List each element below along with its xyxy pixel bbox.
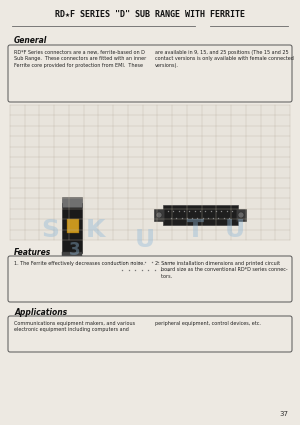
- Text: Features: Features: [14, 248, 51, 257]
- Text: U: U: [135, 228, 155, 252]
- Text: T: T: [187, 218, 203, 242]
- Bar: [106, 262, 115, 272]
- Text: K: K: [85, 218, 105, 242]
- Bar: [62, 252, 82, 257]
- Circle shape: [238, 212, 244, 218]
- Bar: [67, 219, 79, 233]
- Circle shape: [156, 212, 162, 218]
- Bar: [62, 203, 82, 253]
- Text: 1. The Ferrite effectively decreases conduction noise.: 1. The Ferrite effectively decreases con…: [14, 261, 145, 266]
- Text: U: U: [225, 218, 245, 242]
- Bar: [10, 105, 290, 240]
- FancyBboxPatch shape: [8, 256, 292, 302]
- Text: S: S: [41, 218, 59, 242]
- Bar: [114, 256, 176, 278]
- Text: RD*F Series connectors are a new, ferrite-based on D
Sub Range.  These connector: RD*F Series connectors are a new, ferrit…: [14, 50, 146, 68]
- Text: General: General: [14, 36, 47, 45]
- FancyBboxPatch shape: [8, 45, 292, 102]
- FancyBboxPatch shape: [8, 316, 292, 352]
- Circle shape: [109, 264, 113, 269]
- Bar: [62, 197, 82, 207]
- Circle shape: [178, 264, 182, 269]
- Text: 2. Same installation dimensions and printed circuit
    board size as the conven: 2. Same installation dimensions and prin…: [155, 261, 288, 279]
- Bar: [175, 262, 184, 272]
- Bar: [154, 209, 164, 221]
- Bar: [163, 205, 238, 225]
- Text: Communications equipment makers, and various
electronic equipment including comp: Communications equipment makers, and var…: [14, 321, 135, 332]
- Bar: [236, 209, 246, 221]
- Text: RD★F SERIES "D" SUB RANGE WITH FERRITE: RD★F SERIES "D" SUB RANGE WITH FERRITE: [55, 10, 245, 19]
- Text: are available in 9, 15, and 25 positions (The 15 and 25
contact versions is only: are available in 9, 15, and 25 positions…: [155, 50, 294, 68]
- Text: 37: 37: [279, 411, 288, 417]
- Text: Applications: Applications: [14, 308, 67, 317]
- Text: 3: 3: [69, 241, 81, 259]
- Text: peripheral equipment, control devices, etc.: peripheral equipment, control devices, e…: [155, 321, 261, 326]
